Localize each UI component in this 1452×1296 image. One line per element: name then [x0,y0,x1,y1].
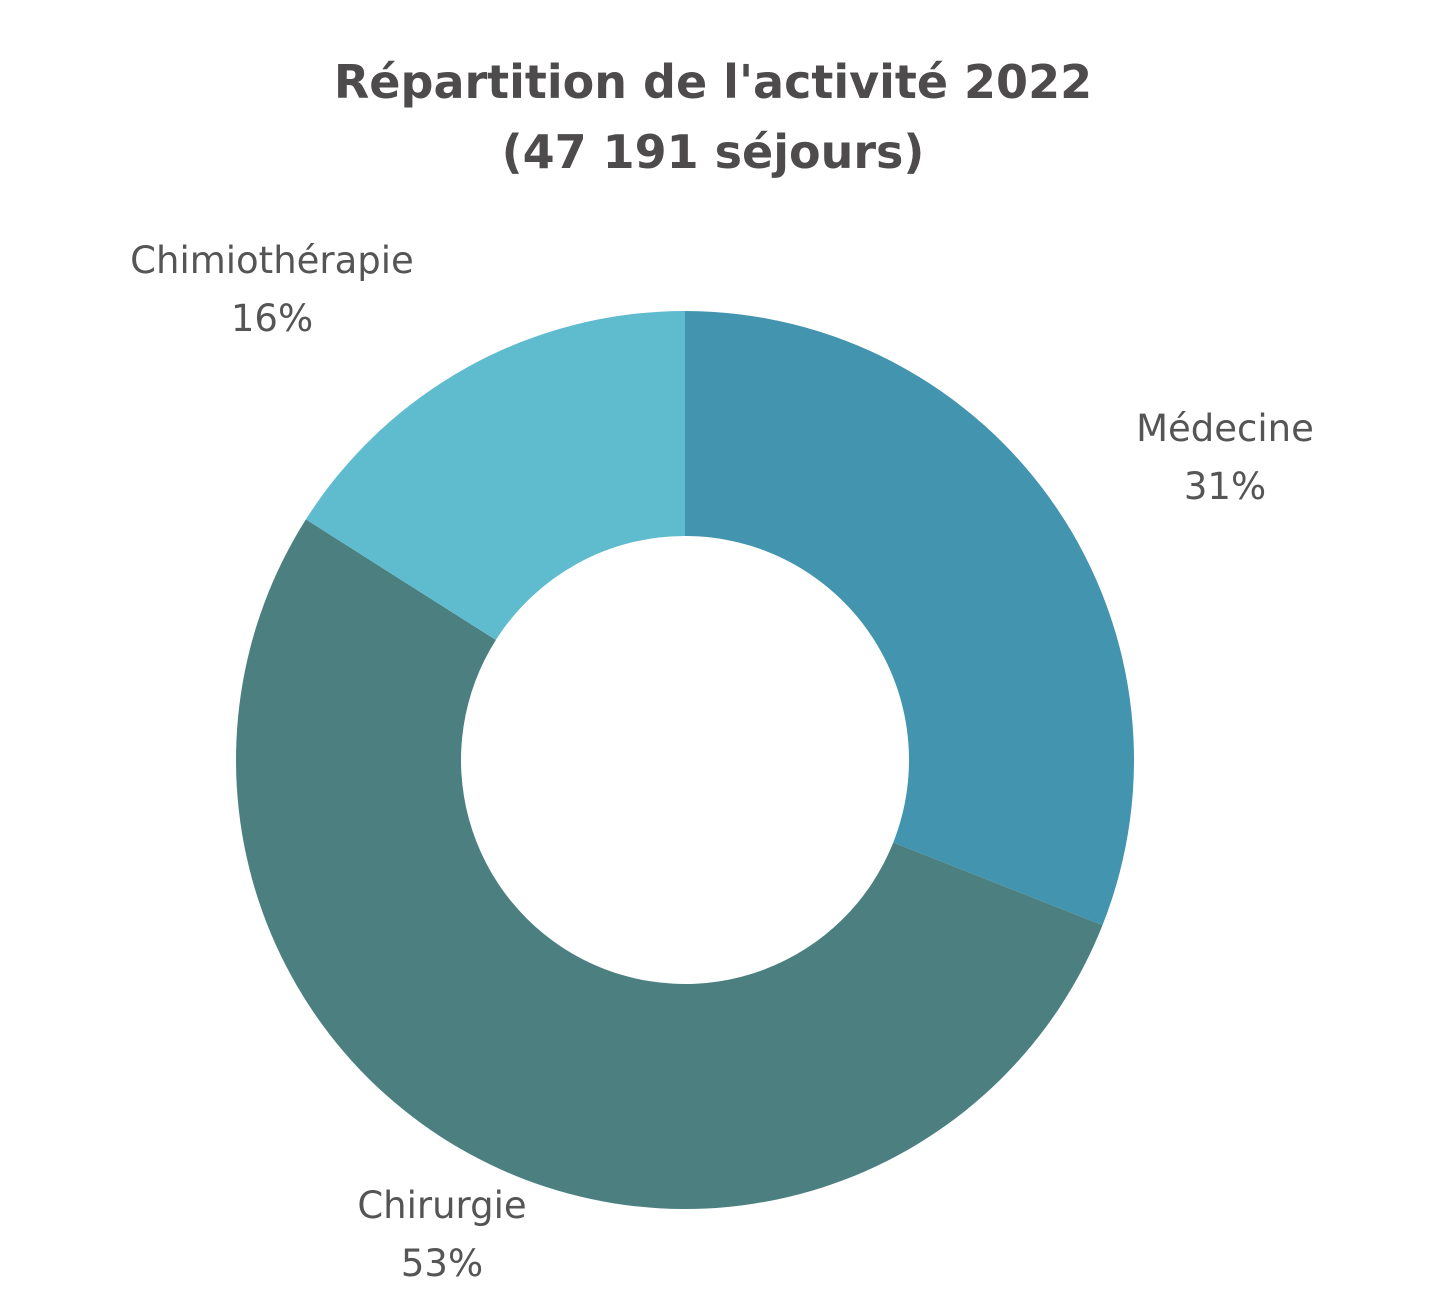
slice-label-percent: 31% [1184,465,1266,508]
slice-chirurgie [236,519,1103,1209]
slice-chimiotherapie [305,311,685,640]
slice-labels: Médecine 31% Chirurgie 53% Chimiothérapie 16% [130,239,1314,1285]
donut-slices [236,311,1134,1209]
chart-subtitle: (47 191 séjours) [501,125,925,179]
chart-title: Répartition de l'activité 2022 [333,55,1093,109]
slice-label-name: Chimiothérapie [130,239,414,282]
slice-medecine [685,311,1134,926]
slice-label-name: Chirurgie [357,1184,526,1227]
slice-label-percent: 53% [401,1242,483,1285]
slice-label-percent: 16% [231,297,313,340]
slice-label-name: Médecine [1136,407,1314,450]
